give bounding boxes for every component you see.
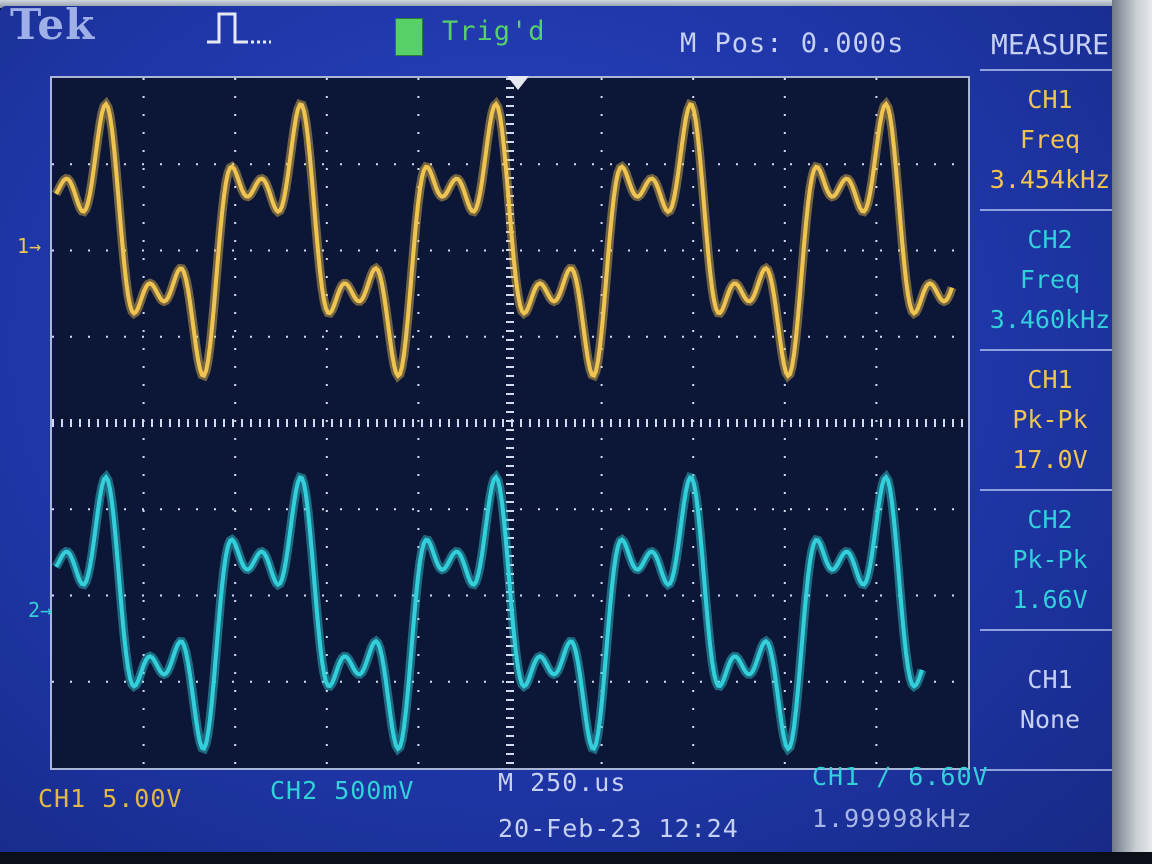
measure-panel: MEASURE CH1 Freq 3.454kHz CH2 Freq 3.460… bbox=[980, 28, 1120, 771]
trigger-position-marker bbox=[507, 76, 529, 90]
measure-slot-3[interactable]: CH1 Pk-Pk 17.0V bbox=[980, 351, 1120, 491]
measure-channel: CH1 bbox=[1027, 85, 1073, 114]
measure-type: Freq bbox=[1019, 125, 1081, 154]
trigger-status: Trig'd bbox=[442, 16, 546, 47]
measure-type: None bbox=[1019, 705, 1081, 734]
scope-bezel-bottom bbox=[0, 852, 1152, 864]
trigger-frequency: 1.99998kHz bbox=[812, 804, 973, 833]
measure-slot-2[interactable]: CH2 Freq 3.460kHz bbox=[980, 211, 1120, 351]
graticule-grid bbox=[52, 78, 968, 768]
oscilloscope-screen: Tek Trig'd M Pos: 0.000s 1→ 2→ MEASURE C… bbox=[0, 0, 1120, 856]
brand-logo: Tek bbox=[10, 0, 96, 49]
measure-channel: CH2 bbox=[1027, 505, 1073, 534]
pulse-icon bbox=[207, 12, 271, 44]
scope-bezel-top bbox=[0, 0, 1152, 8]
trigger-level: CH1 ∕ 6.60V bbox=[812, 762, 989, 791]
measure-value: 17.0V bbox=[1012, 445, 1088, 474]
measure-type: Freq bbox=[1019, 265, 1081, 294]
ch1-trace bbox=[54, 100, 954, 379]
measure-type: Pk-Pk bbox=[1012, 545, 1088, 574]
measure-channel: CH1 bbox=[1027, 665, 1073, 694]
waveform-graticule bbox=[50, 76, 970, 770]
measure-type: Pk-Pk bbox=[1012, 405, 1088, 434]
ch2-vertical-scale: CH2 500mV bbox=[270, 776, 415, 805]
scope-bezel-right bbox=[1112, 0, 1152, 864]
measure-value: 1.66V bbox=[1012, 585, 1088, 614]
measure-channel: CH2 bbox=[1027, 225, 1073, 254]
measure-value: 3.454kHz bbox=[989, 165, 1111, 194]
ch2-trace-glow bbox=[52, 469, 927, 756]
measure-value: 3.460kHz bbox=[989, 305, 1111, 334]
ch1-ground-marker: 1→ bbox=[17, 234, 42, 258]
horizontal-position: M Pos: 0.000s bbox=[680, 28, 905, 59]
measure-slot-5[interactable]: CH1 None bbox=[980, 631, 1120, 771]
measure-slot-1[interactable]: CH1 Freq 3.454kHz bbox=[980, 71, 1120, 211]
measure-channel: CH1 bbox=[1027, 365, 1073, 394]
ch2-trace bbox=[54, 473, 924, 752]
ch2-ground-marker: 2→ bbox=[28, 598, 53, 622]
measure-title[interactable]: MEASURE bbox=[980, 28, 1120, 71]
measure-slot-4[interactable]: CH2 Pk-Pk 1.66V bbox=[980, 491, 1120, 631]
trigger-indicator-icon bbox=[395, 18, 423, 56]
date-time: 20-Feb-23 12:24 bbox=[498, 814, 739, 843]
timebase: M 250.us bbox=[498, 768, 627, 797]
ch1-vertical-scale: CH1 5.00V bbox=[38, 784, 183, 813]
